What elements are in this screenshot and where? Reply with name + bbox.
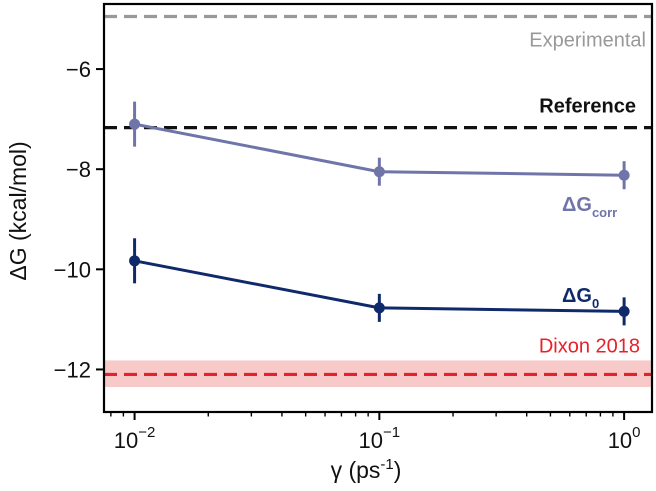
x-tick-label-exp: −2: [138, 424, 155, 441]
series-1-label: ΔG0: [562, 285, 599, 311]
y-tick-label: −10: [54, 257, 91, 282]
x-tick-label: 10−1: [359, 424, 401, 453]
x-tick-label: 100: [608, 424, 641, 453]
label-experimental: Experimental: [529, 30, 646, 52]
label-reference: Reference: [539, 96, 636, 118]
x-axis-label-exp: -1: [380, 456, 393, 473]
x-tick-label-base: 10: [359, 428, 383, 453]
x-tick-label-exp: −1: [383, 424, 400, 441]
x-tick-label-base: 10: [608, 428, 632, 453]
series-0-point: [373, 166, 385, 178]
series-0-label: ΔGcorr: [562, 194, 617, 220]
y-axis: −6 −8 −10 −12: [54, 57, 104, 382]
series-1-point: [129, 255, 141, 267]
series-1-label-main: ΔG: [562, 285, 592, 307]
x-tick-label: 10−2: [114, 424, 156, 453]
x-axis-label-main: γ (ps: [331, 457, 381, 483]
series-0-point: [129, 118, 141, 130]
series-1-point: [373, 302, 385, 314]
series-1-point: [618, 305, 630, 317]
plot-frame: [102, 2, 654, 414]
y-tick-label: −8: [66, 157, 91, 182]
y-tick-label: −12: [54, 357, 91, 382]
x-tick-label-exp: 0: [632, 424, 640, 441]
series-0-label-main: ΔG: [562, 194, 592, 216]
y-axis-label: ΔG (kcal/mol): [5, 141, 31, 280]
series-0-point: [618, 169, 630, 181]
x-axis-label-close: ): [394, 457, 402, 483]
label-dixon-2018: Dixon 2018: [539, 335, 640, 357]
y-tick-label: −6: [66, 57, 91, 82]
x-tick-label-base: 10: [114, 428, 138, 453]
x-axis: 10−2 10−1 100: [110, 412, 641, 453]
series-1-label-sub: 0: [592, 296, 599, 311]
series-0-label-sub: corr: [592, 205, 617, 220]
x-axis-label: γ (ps-1): [331, 456, 402, 483]
